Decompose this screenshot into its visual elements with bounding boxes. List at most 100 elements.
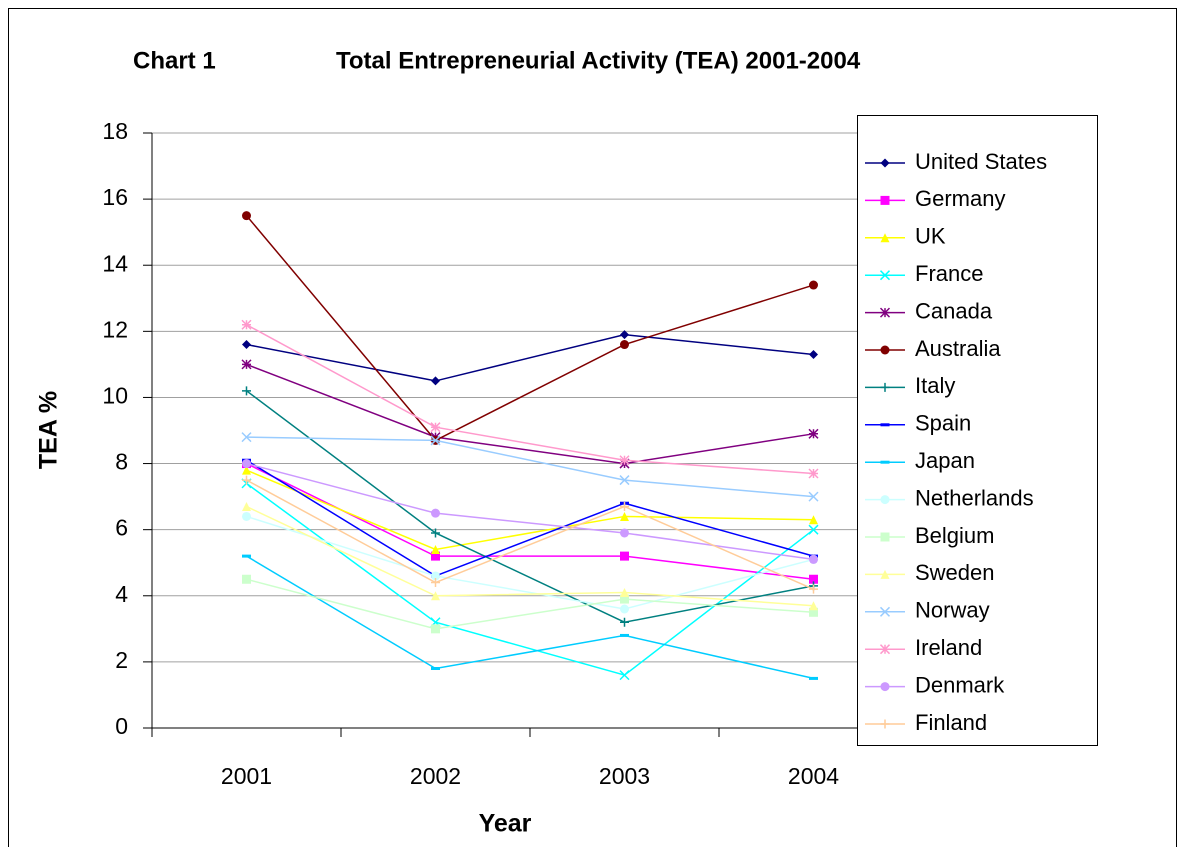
legend-label: Australia bbox=[915, 336, 1001, 361]
marker bbox=[242, 502, 251, 512]
marker bbox=[619, 475, 630, 486]
marker bbox=[809, 515, 818, 525]
marker bbox=[620, 502, 629, 512]
marker bbox=[809, 676, 818, 680]
marker bbox=[430, 435, 441, 446]
marker bbox=[242, 340, 251, 350]
marker bbox=[880, 158, 890, 168]
y-tick-label: 0 bbox=[115, 713, 128, 739]
marker bbox=[879, 644, 891, 655]
marker bbox=[431, 624, 440, 634]
marker bbox=[620, 528, 629, 538]
marker bbox=[808, 491, 819, 502]
legend-label: Finland bbox=[915, 710, 987, 735]
marker bbox=[880, 345, 890, 355]
legend-label: Norway bbox=[915, 598, 990, 623]
marker bbox=[809, 601, 818, 611]
legend-label: Italy bbox=[915, 373, 955, 398]
series bbox=[242, 554, 818, 680]
series bbox=[242, 574, 818, 634]
marker bbox=[242, 511, 251, 521]
marker bbox=[619, 670, 630, 681]
series-line bbox=[246, 324, 814, 475]
x-tick-label: 2004 bbox=[788, 763, 839, 789]
series-line bbox=[246, 505, 814, 607]
legend-label: Belgium bbox=[915, 523, 994, 548]
series-line bbox=[246, 363, 814, 465]
marker bbox=[880, 460, 890, 464]
marker bbox=[242, 574, 251, 584]
marker bbox=[431, 578, 440, 588]
marker bbox=[620, 594, 629, 604]
series bbox=[242, 475, 818, 594]
series bbox=[242, 386, 818, 627]
series-line bbox=[246, 578, 814, 630]
x-axis-label: Year bbox=[479, 810, 532, 838]
marker bbox=[808, 524, 819, 535]
marker bbox=[242, 459, 251, 469]
marker bbox=[880, 195, 890, 205]
y-tick-label: 8 bbox=[115, 449, 128, 475]
series bbox=[242, 465, 818, 554]
series-line bbox=[246, 459, 814, 577]
marker bbox=[431, 528, 440, 538]
legend-label: UK bbox=[915, 224, 946, 249]
series-line bbox=[246, 555, 814, 680]
marker bbox=[620, 633, 629, 637]
marker bbox=[431, 376, 440, 386]
marker bbox=[620, 587, 629, 597]
legend-label: France bbox=[915, 261, 983, 286]
series bbox=[242, 459, 818, 564]
marker bbox=[809, 280, 818, 290]
marker bbox=[879, 307, 891, 318]
series bbox=[242, 330, 818, 386]
marker bbox=[242, 475, 251, 485]
series bbox=[241, 319, 819, 479]
series-line bbox=[246, 462, 814, 561]
legend-label: Canada bbox=[915, 298, 993, 323]
y-tick-label: 16 bbox=[102, 184, 128, 210]
marker bbox=[241, 319, 252, 330]
marker bbox=[880, 569, 890, 579]
marker bbox=[620, 551, 629, 561]
series-line bbox=[245, 215, 814, 442]
marker bbox=[241, 359, 252, 370]
series-line bbox=[246, 333, 814, 382]
chart-title: Total Entrepreneurial Activity (TEA) 200… bbox=[336, 47, 861, 74]
marker bbox=[809, 554, 818, 564]
marker bbox=[880, 233, 890, 243]
y-tick-label: 4 bbox=[115, 581, 128, 607]
legend-label: Denmark bbox=[915, 672, 1005, 697]
marker bbox=[620, 604, 629, 614]
y-tick-label: 12 bbox=[102, 316, 128, 342]
marker bbox=[809, 607, 818, 617]
series-line bbox=[246, 469, 814, 551]
y-axis-label: TEA % bbox=[35, 391, 63, 469]
marker bbox=[808, 428, 819, 439]
marker bbox=[241, 432, 252, 443]
series-line bbox=[246, 479, 814, 590]
legend-label: United States bbox=[915, 149, 1047, 174]
series bbox=[241, 432, 819, 502]
marker bbox=[431, 508, 440, 518]
marker bbox=[620, 330, 629, 340]
marker bbox=[620, 617, 629, 627]
marker bbox=[431, 667, 440, 670]
marker bbox=[431, 571, 440, 581]
marker bbox=[242, 465, 251, 475]
marker bbox=[808, 468, 819, 479]
marker bbox=[809, 574, 818, 584]
marker bbox=[880, 682, 890, 692]
marker bbox=[880, 719, 890, 729]
x-tick-label: 2003 bbox=[599, 763, 650, 789]
y-tick-label: 2 bbox=[115, 647, 128, 673]
series-line bbox=[246, 436, 814, 498]
marker bbox=[620, 511, 629, 521]
marker bbox=[809, 349, 818, 359]
legend-label: Netherlands bbox=[915, 485, 1034, 510]
marker bbox=[880, 495, 890, 505]
marker bbox=[242, 211, 251, 221]
marker bbox=[430, 422, 441, 433]
marker bbox=[809, 584, 818, 594]
x-tick-label: 2001 bbox=[221, 763, 272, 789]
